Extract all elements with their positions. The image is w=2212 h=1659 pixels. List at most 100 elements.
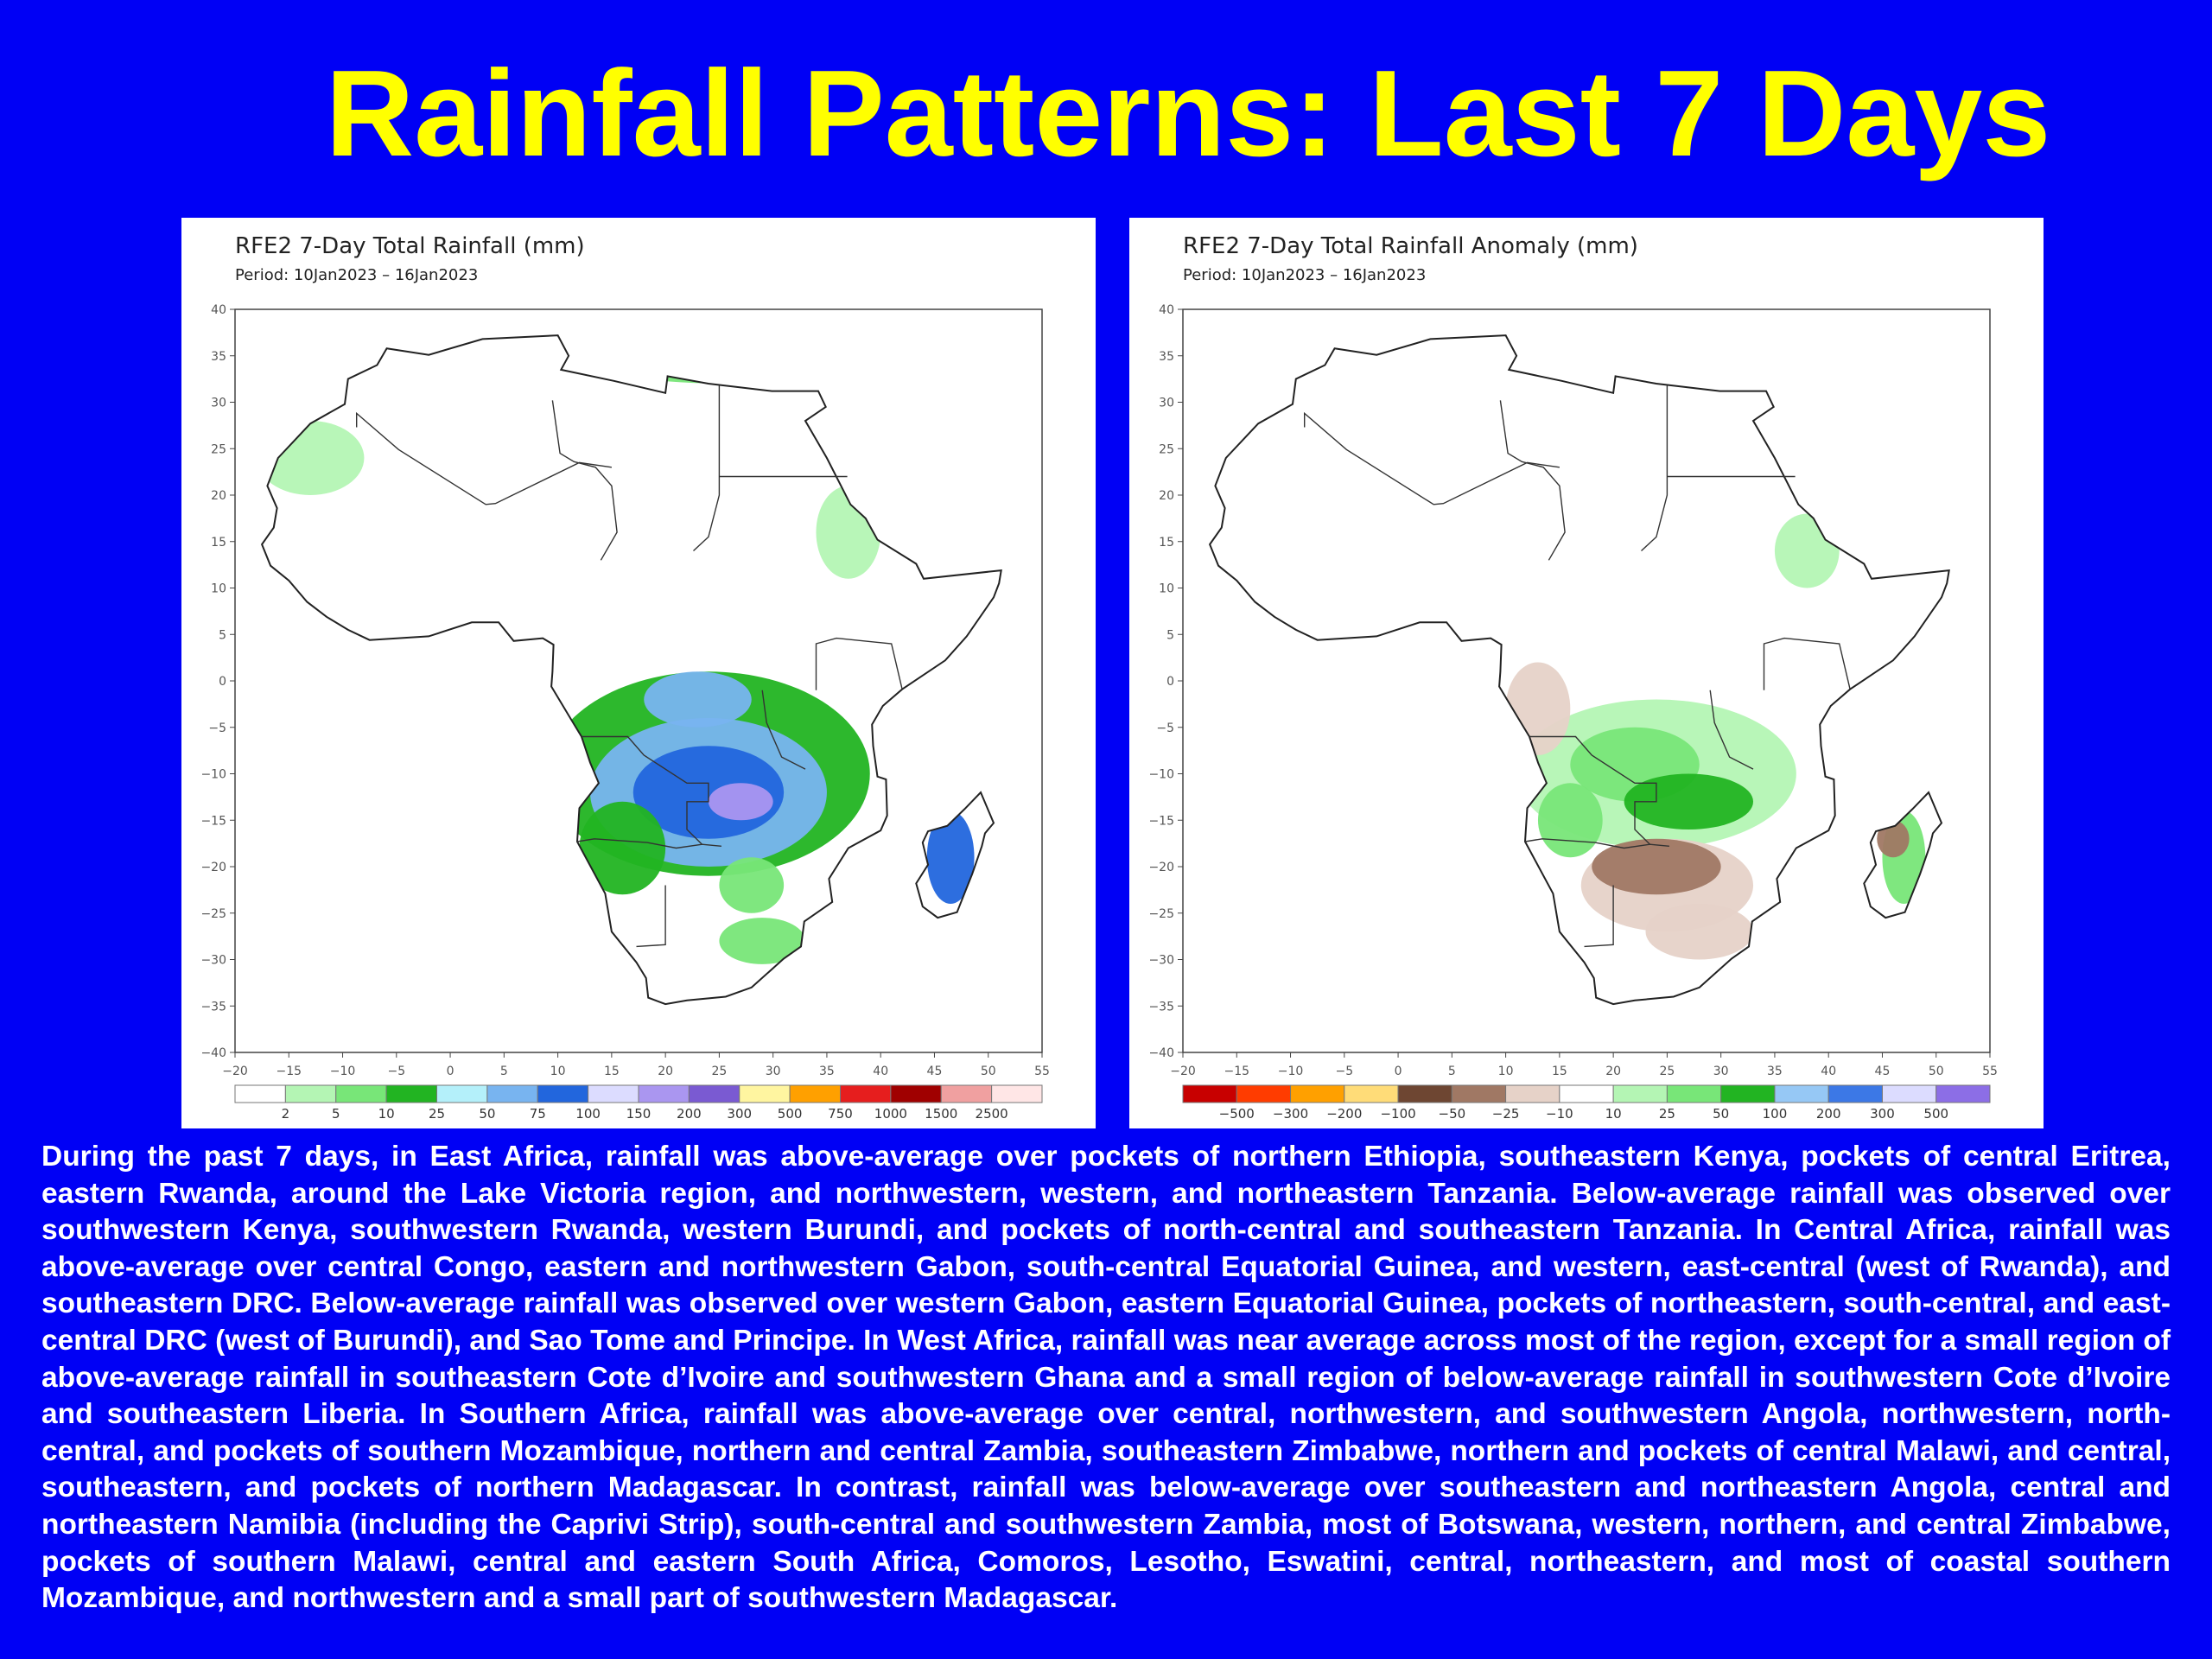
x-tick-label: −5 [387, 1065, 405, 1078]
legend-swatch [991, 1084, 1043, 1103]
legend-label: 300 [1870, 1106, 1895, 1122]
y-tick-label: −15 [200, 814, 226, 828]
x-tick-label: 35 [819, 1065, 835, 1078]
legend-label: 200 [677, 1106, 702, 1122]
legend-label: 100 [575, 1106, 601, 1122]
x-tick-label: 30 [1713, 1065, 1729, 1078]
y-tick-label: 25 [1159, 442, 1174, 456]
x-tick-label: −20 [222, 1065, 248, 1078]
map-title: RFE2 7-Day Total Rainfall Anomaly (mm) [1183, 233, 1638, 259]
country-border [582, 735, 709, 845]
x-tick-label: 35 [1767, 1065, 1783, 1078]
legend-swatch [335, 1084, 387, 1103]
x-tick-label: 50 [1929, 1065, 1944, 1078]
rainfall-area [644, 671, 752, 728]
legend-label: 75 [530, 1106, 546, 1122]
x-tick-label: 30 [766, 1065, 781, 1078]
y-tick-label: 35 [211, 350, 226, 364]
x-tick-label: 0 [447, 1065, 454, 1078]
legend-label: 10 [1605, 1106, 1622, 1122]
y-tick-label: 0 [219, 675, 226, 689]
madagascar-coastline [915, 791, 995, 919]
country-border [636, 885, 666, 948]
legend-swatch [1344, 1084, 1399, 1103]
legend-label: 100 [1763, 1106, 1788, 1122]
x-tick-label: 40 [1821, 1065, 1836, 1078]
map-period: Period: 10Jan2023 – 16Jan2023 [235, 266, 479, 284]
x-tick-label: 0 [1395, 1065, 1402, 1078]
legend-swatch [1290, 1084, 1345, 1103]
legend-swatch [588, 1084, 639, 1103]
map-period: Period: 10Jan2023 – 16Jan2023 [1183, 266, 1427, 284]
y-tick-label: −10 [200, 768, 226, 782]
legend-swatch [890, 1084, 942, 1103]
legend-swatch [1774, 1084, 1829, 1103]
x-tick-label: −20 [1170, 1065, 1196, 1078]
legend-label: −25 [1492, 1106, 1520, 1122]
x-tick-label: 20 [1605, 1065, 1621, 1078]
rainfall-area [926, 810, 975, 904]
legend-label: 25 [429, 1106, 445, 1122]
rainfall-area [1645, 904, 1754, 960]
rainfall-total-map-panel: RFE2 7-Day Total Rainfall (mm) Period: 1… [181, 218, 1096, 1128]
rainfall-area [719, 918, 806, 964]
x-tick-label: 55 [1034, 1065, 1050, 1078]
x-tick-label: −15 [276, 1065, 302, 1078]
legend-swatch [1182, 1084, 1237, 1103]
y-tick-label: 20 [1159, 489, 1174, 503]
legend-label: 500 [1923, 1106, 1948, 1122]
legend-label: 150 [626, 1106, 652, 1122]
rainfall-area [719, 857, 785, 913]
legend-swatch [1559, 1084, 1614, 1103]
madagascar-coastline [1863, 791, 1943, 919]
legend-swatch [1236, 1084, 1292, 1103]
y-tick-label: 10 [1159, 582, 1174, 596]
legend-swatch [1451, 1084, 1507, 1103]
legend-label: 300 [727, 1106, 752, 1122]
africa-coastline [260, 334, 1002, 1006]
y-tick-label: −20 [200, 861, 226, 874]
legend-label: 25 [1659, 1106, 1675, 1122]
country-border [761, 690, 806, 770]
legend-swatch [486, 1084, 538, 1103]
y-tick-label: −25 [200, 907, 226, 921]
africa-coastline [1208, 334, 1950, 1006]
x-tick-label: 10 [550, 1065, 566, 1078]
legend-label: 50 [479, 1106, 495, 1122]
y-tick-label: 0 [1166, 675, 1174, 689]
legend-label: −100 [1380, 1106, 1415, 1122]
legend-swatch [537, 1084, 589, 1103]
legend-label: 2500 [976, 1106, 1008, 1122]
y-tick-label: −25 [1148, 907, 1174, 921]
x-tick-label: 10 [1498, 1065, 1514, 1078]
rainfall-summary-text: During the past 7 days, in East Africa, … [41, 1141, 2171, 1615]
y-tick-label: −30 [1148, 954, 1174, 968]
rainfall-anomaly-map-panel: RFE2 7-Day Total Rainfall Anomaly (mm) P… [1129, 218, 2044, 1128]
x-tick-label: 50 [981, 1065, 996, 1078]
legend-swatch [1666, 1084, 1722, 1103]
legend-label: 1000 [874, 1106, 907, 1122]
plot-frame [1182, 308, 1991, 1053]
y-tick-label: −5 [1156, 721, 1174, 735]
country-border [551, 400, 618, 561]
x-tick-label: 25 [1659, 1065, 1675, 1078]
y-tick-label: 40 [1159, 303, 1174, 317]
y-tick-label: 25 [211, 442, 226, 456]
legend-swatch [688, 1084, 741, 1103]
rainfall-area [708, 783, 773, 821]
map-title: RFE2 7-Day Total Rainfall (mm) [235, 233, 585, 259]
legend-swatch [1720, 1084, 1776, 1103]
legend-label: 1500 [925, 1106, 957, 1122]
y-tick-label: 35 [1159, 350, 1174, 364]
country-border [1524, 838, 1669, 849]
plot-frame [234, 308, 1043, 1053]
legend-swatch [1505, 1084, 1560, 1103]
x-tick-label: 15 [604, 1065, 620, 1078]
x-tick-label: −5 [1335, 1065, 1353, 1078]
y-tick-label: −5 [208, 721, 226, 735]
legend-swatch [1881, 1084, 1937, 1103]
country-border [1529, 735, 1657, 845]
x-tick-label: 45 [1875, 1065, 1891, 1078]
y-tick-label: −20 [1148, 861, 1174, 874]
country-border [1499, 400, 1566, 561]
